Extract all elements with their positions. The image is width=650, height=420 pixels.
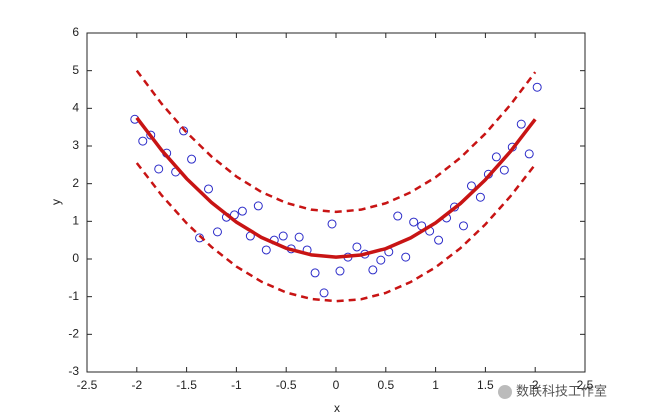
data-point [212, 227, 222, 237]
y-tick-label: -1 [68, 289, 79, 303]
data-point [335, 266, 345, 276]
data-point [458, 221, 468, 231]
data-point [294, 232, 304, 242]
data-point [393, 211, 403, 221]
x-tick-label: 2.5 [577, 378, 594, 392]
data-point [253, 201, 263, 211]
fit-line [135, 116, 537, 259]
data-point [352, 242, 362, 252]
y-tick-label: -2 [68, 327, 79, 341]
data-point [278, 231, 288, 241]
bound-line [135, 69, 537, 214]
data-point [401, 252, 411, 262]
data-point [524, 149, 534, 159]
x-tick-label: -0.5 [276, 378, 297, 392]
bound-line [135, 162, 537, 303]
data-point [516, 119, 526, 129]
data-point [532, 82, 542, 92]
watermark-icon [498, 385, 512, 399]
data-point [204, 184, 214, 194]
data-point [434, 235, 444, 245]
data-point [179, 126, 189, 136]
x-tick-label: -1.5 [176, 378, 197, 392]
x-tick-label: 0 [333, 378, 340, 392]
data-point [237, 206, 247, 216]
x-tick-label: 0.5 [377, 378, 394, 392]
data-point [327, 219, 337, 229]
y-tick-label: 6 [72, 25, 79, 39]
data-point [310, 268, 320, 278]
x-tick-label: -1 [231, 378, 242, 392]
data-point [368, 265, 378, 275]
data-point [475, 192, 485, 202]
x-tick-label: -2 [131, 378, 142, 392]
data-point [409, 217, 419, 227]
x-tick-label: -2.5 [77, 378, 98, 392]
data-point [154, 164, 164, 174]
y-tick-label: 1 [72, 214, 79, 228]
data-point [319, 288, 329, 298]
plot-frame [86, 32, 586, 373]
y-tick-label: 3 [72, 138, 79, 152]
x-axis-label: x [334, 401, 340, 415]
x-tick-label: 2 [532, 378, 539, 392]
data-point [187, 154, 197, 164]
x-tick-label: 1.5 [477, 378, 494, 392]
data-point [146, 130, 156, 140]
y-tick-label: 4 [72, 101, 79, 115]
data-point [491, 152, 501, 162]
x-tick-label: 1 [432, 378, 439, 392]
data-point [376, 255, 386, 265]
y-tick-label: -3 [68, 364, 79, 378]
data-point [138, 136, 148, 146]
y-tick-label: 0 [72, 251, 79, 265]
data-point [499, 165, 509, 175]
y-tick-label: 2 [72, 176, 79, 190]
y-tick-label: 5 [72, 63, 79, 77]
y-axis-label: y [49, 199, 63, 205]
watermark: 数联科技工作室 [516, 384, 607, 400]
data-point [261, 245, 271, 255]
data-point [466, 181, 476, 191]
